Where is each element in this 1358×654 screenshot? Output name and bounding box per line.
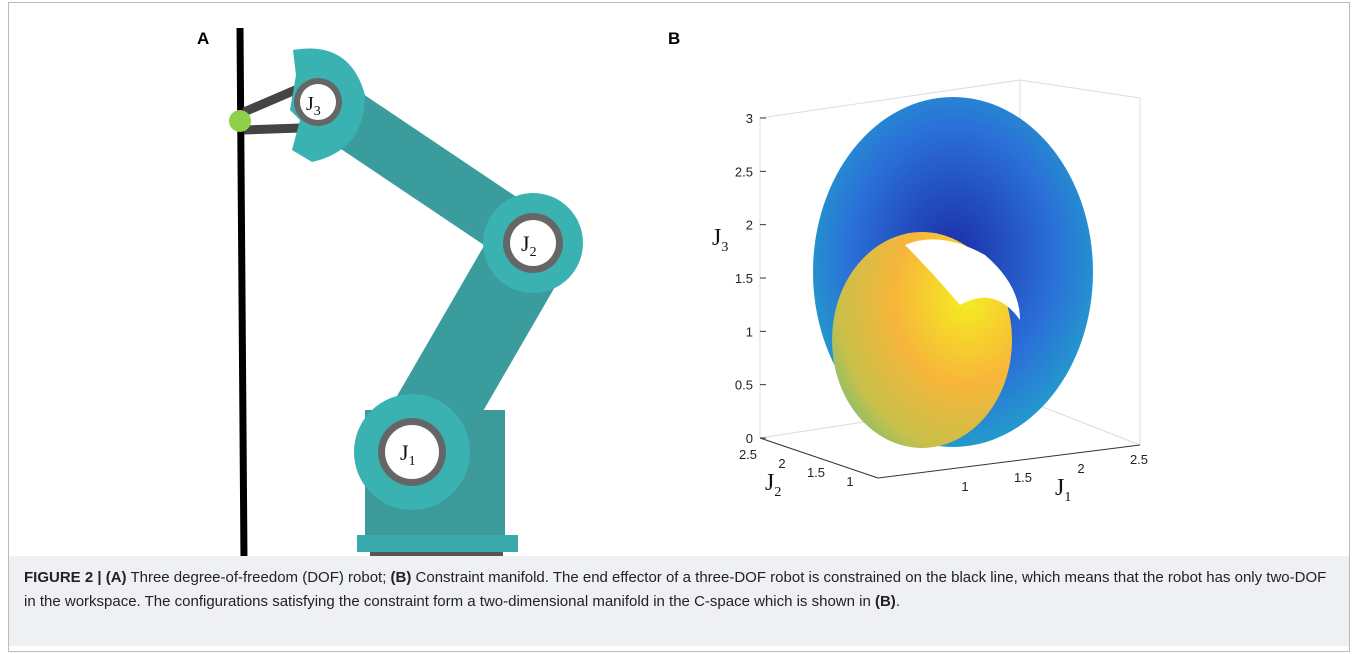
panel-label: B — [668, 29, 680, 48]
caption-text: FIGURE 2 | — [24, 569, 106, 586]
caption-text: (B) — [875, 593, 896, 610]
axis-label-sub: 1 — [1064, 490, 1071, 505]
z-tick-label: 1 — [746, 324, 753, 339]
joint-label-base: J — [306, 93, 314, 115]
caption-text: . — [896, 593, 900, 610]
axis-label-sub: 2 — [774, 485, 781, 500]
y-tick-label: 2 — [778, 456, 785, 471]
platform — [357, 535, 518, 552]
caption-text: (A) — [106, 569, 127, 586]
joint-label-sub: 3 — [314, 104, 321, 119]
y-tick-label: 2.5 — [739, 447, 757, 462]
y-tick-label: 1.5 — [807, 465, 825, 480]
z-tick-label: 0.5 — [735, 378, 753, 393]
panel-label: A — [197, 29, 209, 48]
joint-label-sub: 1 — [409, 454, 416, 469]
axis-label: J3 — [712, 225, 728, 255]
joint-center — [385, 425, 439, 479]
x-tick-label: 2 — [1077, 461, 1084, 476]
z-tick-label: 2.5 — [735, 164, 753, 179]
caption-text: (B) — [391, 569, 412, 586]
constraint-line — [240, 28, 244, 556]
joint-label-sub: 2 — [530, 245, 537, 260]
axis-label-sub: 3 — [721, 240, 728, 255]
z-tick-label: 2 — [746, 218, 753, 233]
x-tick-label: 2.5 — [1130, 452, 1148, 467]
z-tick-label: 1.5 — [735, 271, 753, 286]
axis-line — [878, 445, 1140, 478]
x-tick-label: 1 — [961, 479, 968, 494]
z-tick-label: 3 — [746, 111, 753, 126]
axis-label-base: J — [712, 225, 721, 251]
caption-text: Three degree-of-freedom (DOF) robot; — [127, 569, 391, 586]
caption: FIGURE 2 | (A) Three degree-of-freedom (… — [9, 556, 1349, 646]
z-tick-label: 0 — [746, 431, 753, 446]
axis-label: J1 — [1055, 475, 1071, 505]
axis-label-base: J — [765, 470, 774, 496]
page: A J1 J2 J3 B J3 J2 J1 00.511.522.532.521… — [0, 0, 1358, 654]
y-tick-label: 1 — [846, 474, 853, 489]
x-tick-label: 1.5 — [1014, 470, 1032, 485]
figure: A J1 J2 J3 B J3 J2 J1 00.511.522.532.521… — [0, 0, 1358, 556]
axis-label: J2 — [765, 470, 781, 500]
axis-label-base: J — [1055, 475, 1064, 501]
gripper-finger — [244, 128, 300, 130]
end-effector — [229, 110, 251, 132]
